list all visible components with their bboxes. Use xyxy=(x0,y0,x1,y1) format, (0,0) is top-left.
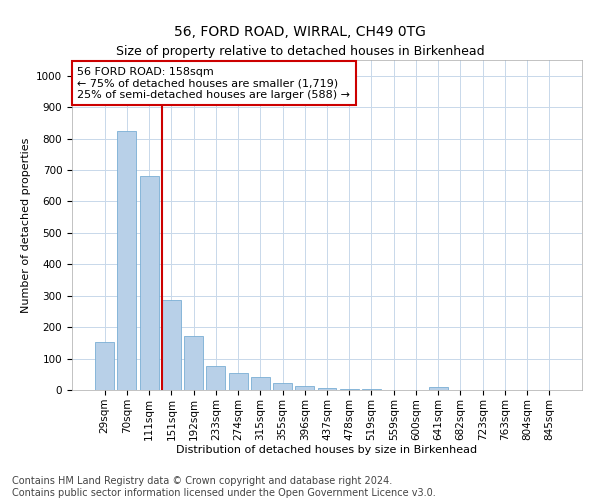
Y-axis label: Number of detached properties: Number of detached properties xyxy=(20,138,31,312)
Bar xyxy=(95,342,114,390)
Bar xyxy=(273,383,292,390)
Bar xyxy=(340,388,359,390)
X-axis label: Distribution of detached houses by size in Birkenhead: Distribution of detached houses by size … xyxy=(176,446,478,456)
Bar xyxy=(140,176,158,390)
Bar xyxy=(118,130,136,390)
Text: Size of property relative to detached houses in Birkenhead: Size of property relative to detached ho… xyxy=(116,45,484,58)
Bar xyxy=(229,374,248,390)
Bar xyxy=(295,386,314,390)
Text: Contains HM Land Registry data © Crown copyright and database right 2024.
Contai: Contains HM Land Registry data © Crown c… xyxy=(12,476,436,498)
Bar xyxy=(206,366,225,390)
Bar xyxy=(162,300,181,390)
Bar xyxy=(429,386,448,390)
Text: 56, FORD ROAD, WIRRAL, CH49 0TG: 56, FORD ROAD, WIRRAL, CH49 0TG xyxy=(174,25,426,39)
Text: 56 FORD ROAD: 158sqm
← 75% of detached houses are smaller (1,719)
25% of semi-de: 56 FORD ROAD: 158sqm ← 75% of detached h… xyxy=(77,66,350,100)
Bar xyxy=(251,377,270,390)
Bar xyxy=(317,388,337,390)
Bar xyxy=(184,336,203,390)
